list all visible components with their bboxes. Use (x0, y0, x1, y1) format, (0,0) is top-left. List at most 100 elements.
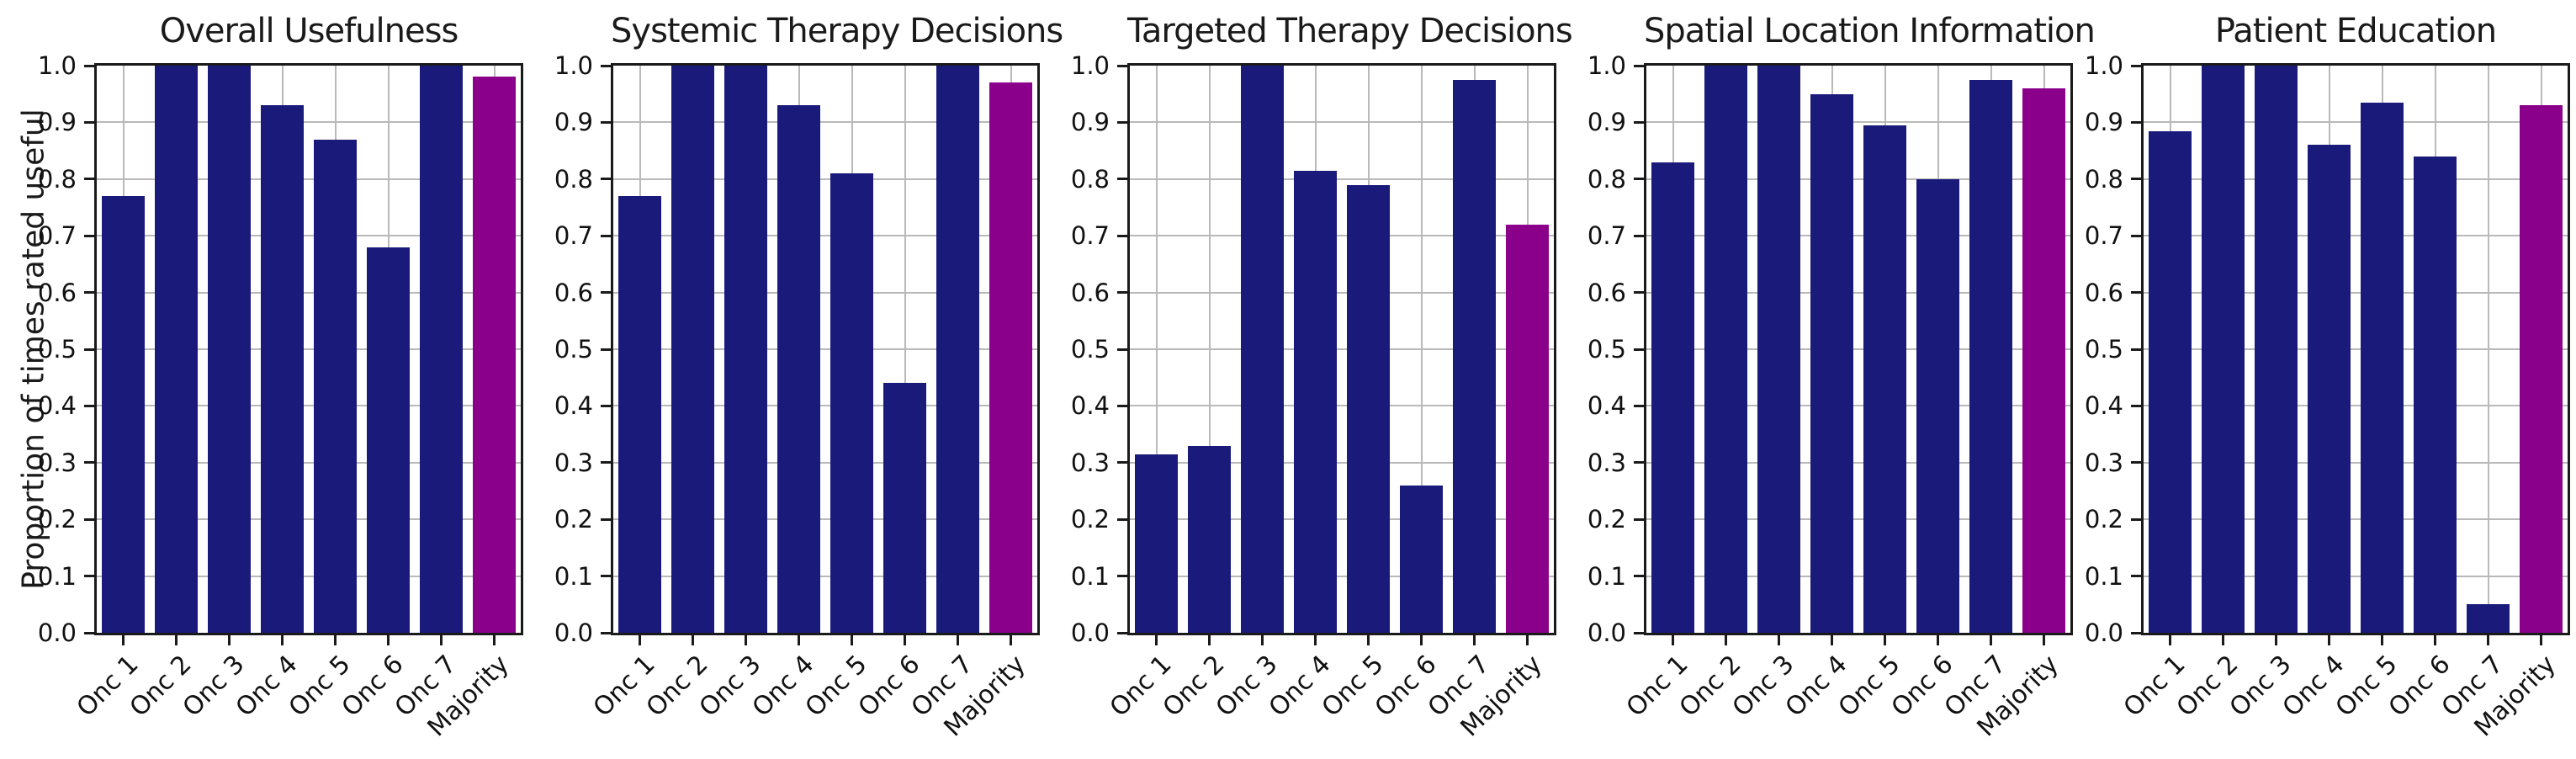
y-tick-label: 0.6 (37, 278, 77, 307)
y-tick-mark (84, 518, 94, 521)
bar-onc-6 (1400, 485, 1443, 633)
h-gridline (2144, 121, 2568, 124)
y-tick-mark (601, 404, 611, 407)
h-gridline (2144, 405, 2568, 407)
h-gridline (1646, 121, 2070, 124)
h-gridline (613, 461, 1037, 464)
x-tick-mark (2540, 635, 2542, 645)
y-tick-label: 0.2 (2084, 505, 2123, 534)
h-gridline (1646, 235, 2070, 237)
x-tick-mark (639, 635, 641, 645)
y-tick-label: 0.6 (1070, 278, 1110, 307)
x-tick-mark (281, 635, 284, 645)
y-tick-mark (1117, 575, 1127, 578)
bar-onc-5 (2361, 102, 2404, 633)
x-tick-label-onc-1: Onc 1 (1620, 650, 1694, 723)
y-tick-mark (1117, 404, 1127, 407)
y-tick-mark (2131, 120, 2141, 124)
h-gridline (2144, 348, 2568, 350)
bar-onc-4 (1810, 93, 1853, 633)
y-tick-mark (1634, 404, 1644, 407)
y-tick-mark (1117, 234, 1127, 237)
y-tick-mark (2131, 404, 2141, 407)
y-tick-mark (2131, 461, 2141, 464)
y-tick-label: 0.1 (1070, 561, 1110, 591)
plot-area: Onc 1 Onc 2 Onc 3 Onc 4 Onc 5 Onc 6 Onc 7 Major… (1071, 51, 1556, 742)
bar-onc-6 (1916, 178, 1959, 633)
y-tick-label: 1.0 (2084, 51, 2123, 80)
y-tick-mark (601, 291, 611, 295)
y-tick-label: 0.2 (554, 505, 593, 534)
chart-title: Overall Usefulness (159, 12, 459, 50)
h-gridline (97, 405, 521, 407)
y-tick-mark (601, 64, 611, 67)
plot-area: Onc 1 Onc 2 Onc 3 Onc 4 Onc 5 Onc 6 Onc 7 Major… (38, 51, 523, 742)
chart-panel-systemic-therapy-decisions: Systemic Therapy Decisions Onc 1 Onc 2 Onc… (531, 0, 1086, 759)
y-tick-label: 0.0 (37, 618, 77, 647)
y-tick-mark (601, 575, 611, 578)
y-tick-mark (1634, 64, 1644, 67)
bar-onc-2 (155, 66, 198, 633)
y-tick-mark (601, 518, 611, 521)
h-gridline (613, 518, 1037, 521)
bar-majority (989, 82, 1032, 633)
bar-onc-1 (102, 196, 145, 633)
h-gridline (613, 348, 1037, 350)
x-tick-mark (1314, 635, 1317, 645)
x-tick-label-onc-1: Onc 1 (71, 650, 145, 723)
y-tick-label: 1.0 (1587, 51, 1626, 80)
y-tick-mark (1634, 234, 1644, 237)
y-tick-label: 0.4 (1070, 391, 1110, 421)
y-tick-mark (1117, 631, 1127, 634)
v-gridline (904, 66, 906, 633)
y-tick-label: 0.3 (37, 448, 77, 477)
h-gridline (1130, 291, 1554, 294)
y-tick-mark (1634, 120, 1644, 124)
bar-majority (2520, 105, 2563, 633)
x-tick-mark (2275, 635, 2277, 645)
h-gridline (1646, 575, 2070, 577)
y-tick-mark (84, 234, 94, 237)
h-gridline (1646, 518, 2070, 521)
x-tick-mark (692, 635, 694, 645)
y-tick-label: 0.3 (2084, 448, 2123, 477)
h-gridline (97, 348, 521, 350)
y-tick-label: 0.3 (1587, 448, 1626, 477)
y-tick-mark (1634, 575, 1644, 578)
y-tick-mark (1634, 631, 1644, 634)
bar-onc-3 (208, 66, 251, 633)
x-tick-mark (334, 635, 337, 645)
y-tick-mark (1117, 178, 1127, 181)
y-tick-label: 0.5 (554, 335, 593, 364)
y-tick-label: 0.2 (1587, 505, 1626, 534)
bar-majority (1506, 224, 1549, 633)
bar-onc-6 (2414, 156, 2457, 633)
x-tick-mark (2434, 635, 2436, 645)
h-gridline (1646, 461, 2070, 464)
chart-title: Targeted Therapy Decisions (1127, 12, 1573, 50)
h-gridline (1646, 348, 2070, 350)
y-tick-mark (601, 631, 611, 634)
y-tick-label: 0.0 (1070, 618, 1110, 647)
h-gridline (1130, 575, 1554, 577)
y-tick-label: 0.8 (2084, 164, 2123, 194)
y-tick-label: 0.1 (1587, 561, 1626, 591)
x-tick-mark (2381, 635, 2383, 645)
x-tick-mark (1778, 635, 1780, 645)
y-tick-mark (84, 291, 94, 295)
y-tick-label: 0.0 (2084, 618, 2123, 647)
h-gridline (613, 405, 1037, 407)
y-tick-label: 1.0 (1070, 51, 1110, 80)
y-tick-label: 0.1 (2084, 561, 2123, 591)
h-gridline (1130, 405, 1554, 407)
bar-onc-4 (261, 105, 304, 633)
y-tick-label: 0.7 (1070, 221, 1110, 251)
h-gridline (613, 178, 1037, 180)
bar-onc-7 (420, 66, 463, 633)
bar-onc-3 (1241, 66, 1284, 633)
y-tick-mark (1634, 461, 1644, 464)
y-tick-mark (2131, 631, 2141, 634)
x-tick-mark (957, 635, 959, 645)
bar-onc-2 (2202, 66, 2245, 633)
